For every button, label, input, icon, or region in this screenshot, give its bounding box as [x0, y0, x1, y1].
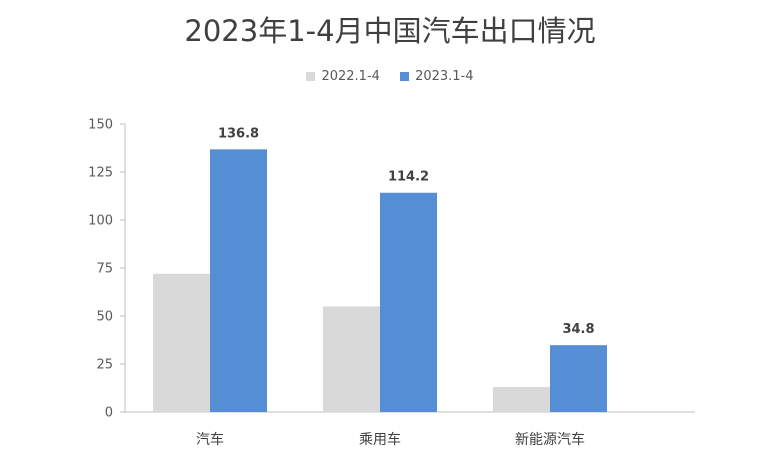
x-category-label: 乘用车 — [359, 431, 401, 448]
x-category-label: 新能源汽车 — [515, 431, 585, 448]
bar-2023 — [380, 192, 437, 412]
y-tick-label: 150 — [88, 118, 113, 133]
y-tick-label: 25 — [96, 358, 113, 373]
y-tick-label: 0 — [105, 406, 113, 421]
y-tick-label: 125 — [88, 166, 113, 181]
x-category-label: 汽车 — [196, 431, 224, 448]
chart-legend: 2022.1-4 2023.1-4 — [0, 69, 780, 85]
legend-label-2022: 2022.1-4 — [321, 69, 380, 84]
data-label: 136.8 — [218, 126, 259, 141]
y-tick-label: 75 — [96, 262, 113, 277]
legend-label-2023: 2023.1-4 — [415, 69, 474, 84]
legend-item-2023: 2023.1-4 — [400, 69, 474, 84]
data-label: 114.2 — [388, 170, 429, 185]
legend-item-2022: 2022.1-4 — [306, 69, 380, 84]
data-label: 34.8 — [562, 322, 594, 337]
bar-2022 — [153, 273, 210, 412]
bar-2022 — [323, 306, 380, 412]
bar-2022 — [493, 387, 550, 412]
bar-2023 — [210, 149, 267, 412]
legend-swatch-2022 — [306, 72, 316, 81]
y-tick-label: 100 — [88, 214, 113, 229]
y-tick-label: 50 — [96, 310, 113, 325]
bar-2023 — [550, 345, 607, 412]
chart-title: 2023年1-4月中国汽车出口情况 — [184, 14, 596, 48]
legend-swatch-2023 — [400, 72, 410, 81]
